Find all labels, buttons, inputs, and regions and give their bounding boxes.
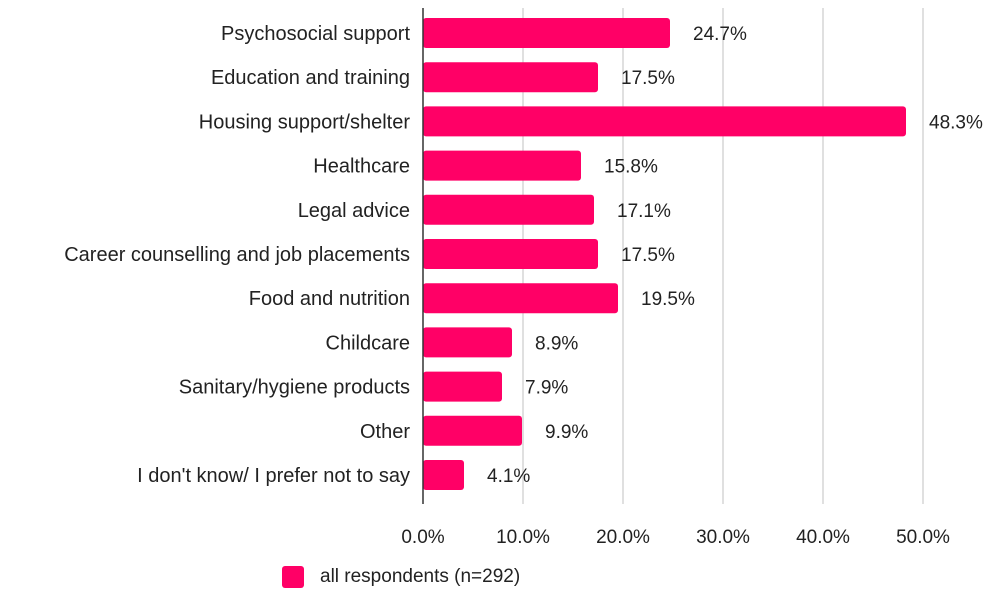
category-label: Other [360,421,410,443]
value-label: 48.3% [929,112,983,133]
category-label: Career counselling and job placements [64,244,410,266]
value-label: 8.9% [535,333,578,354]
gridlines [522,8,924,504]
category-label: Sanitary/hygiene products [179,377,410,399]
category-label: Psychosocial support [221,23,410,45]
x-tick-label: 10.0% [496,527,550,548]
bar [423,62,598,93]
category-label: Healthcare [313,156,410,178]
value-label: 4.1% [487,466,530,487]
x-tick-label: 40.0% [796,527,850,548]
category-label: Childcare [326,332,410,354]
bar [423,106,906,137]
bar [423,150,581,181]
bar [423,460,464,490]
x-tick-label: 50.0% [896,527,950,548]
x-tick-label: 0.0% [401,527,444,548]
value-label: 19.5% [641,289,695,310]
x-tick-label: 20.0% [596,527,650,548]
bar [423,283,618,314]
bar [423,371,502,402]
category-label: Food and nutrition [249,288,410,310]
bar [423,327,512,358]
bars [423,18,906,490]
bar [423,415,522,446]
value-label: 24.7% [693,24,747,45]
value-label: 15.8% [604,157,658,178]
value-labels: 24.7% 17.5% 48.3% 15.8% 17.1% 17.5% 19.5% 8.9% 7… [487,24,983,487]
category-label: Education and training [211,67,410,89]
category-label: I don't know/ I prefer not to say [137,465,410,487]
value-label: 17.5% [621,68,675,89]
legend-label: all respondents (n=292) [320,566,521,587]
bar [423,18,670,48]
bar [423,239,598,269]
bar [423,194,594,225]
category-label: Housing support/shelter [199,111,411,133]
value-label: 17.1% [617,201,671,222]
x-tick-labels: 0.0% 10.0% 20.0% 30.0% 40.0% 50.0% [401,527,950,548]
value-label: 7.9% [525,378,568,399]
legend-swatch [282,566,304,588]
category-label: Legal advice [298,200,410,222]
category-labels: Psychosocial support Education and traini… [64,23,410,487]
legend: all respondents (n=292) [282,564,520,590]
value-label: 9.9% [545,422,588,443]
value-label: 17.5% [621,245,675,266]
x-tick-label: 30.0% [696,527,750,548]
